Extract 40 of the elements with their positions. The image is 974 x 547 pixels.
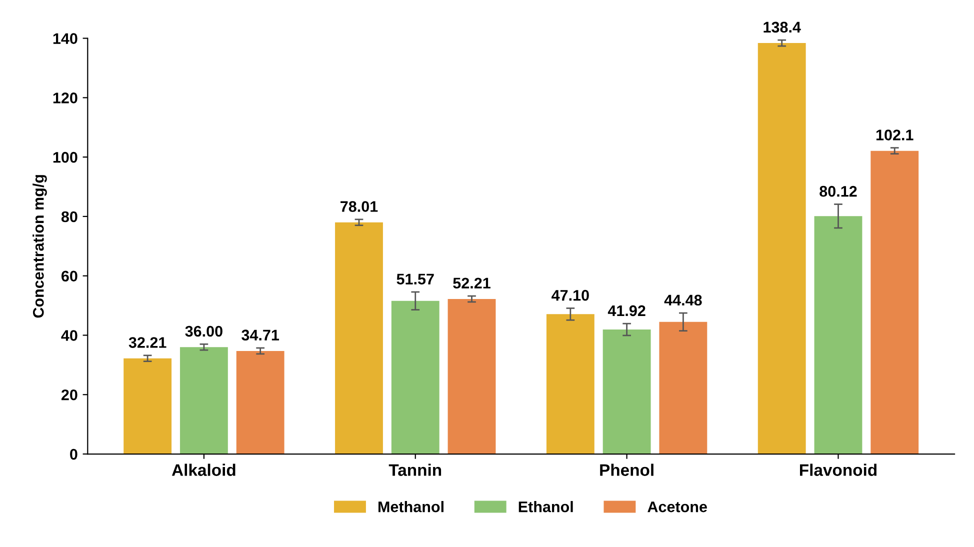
bar	[870, 150, 919, 454]
text: 138.4	[764, 22, 801, 33]
x-tick-label: Phenol	[600, 464, 654, 476]
y-tick-label: 120	[53, 92, 78, 104]
bar	[602, 330, 651, 454]
text: 47.10	[552, 290, 589, 301]
text: 102.1	[876, 130, 914, 140]
legend-label: Methanol	[378, 501, 444, 512]
y-tick-label: 40	[61, 330, 78, 341]
bar	[180, 347, 228, 454]
text: 80.12	[820, 186, 857, 197]
text: 44.48	[664, 294, 702, 306]
bar	[659, 322, 708, 454]
text: 52.21	[453, 278, 490, 289]
bar	[546, 314, 594, 454]
x-tick-label: Tannin	[388, 464, 442, 476]
y-tick-label: 20	[61, 389, 78, 400]
text: 34.71	[242, 330, 280, 341]
y-tick-label: 0	[70, 448, 78, 460]
bar	[391, 300, 440, 454]
x-tick-label: Flavonoid	[800, 464, 876, 476]
legend-label: Ethanol	[518, 501, 573, 512]
bar	[814, 216, 862, 454]
x-tick-label: Alkaloid	[172, 464, 236, 476]
text: 36.00	[185, 326, 222, 337]
bar	[758, 43, 806, 454]
text: 32.21	[128, 337, 166, 348]
y-tick-label: 80	[61, 211, 78, 222]
y-tick-label: 60	[62, 270, 78, 282]
legend-label: Acetone	[648, 502, 707, 512]
bar	[335, 222, 383, 454]
text: 41.92	[608, 305, 646, 316]
text: 51.57	[396, 274, 434, 284]
text: 78.01	[340, 201, 378, 212]
bar	[124, 358, 172, 454]
y-tick-label: 100	[53, 152, 78, 163]
bar	[448, 298, 496, 454]
y-tick-label: 140	[53, 33, 78, 44]
bar	[236, 350, 284, 454]
y-axis-title: Concentration mg/g	[32, 175, 47, 318]
